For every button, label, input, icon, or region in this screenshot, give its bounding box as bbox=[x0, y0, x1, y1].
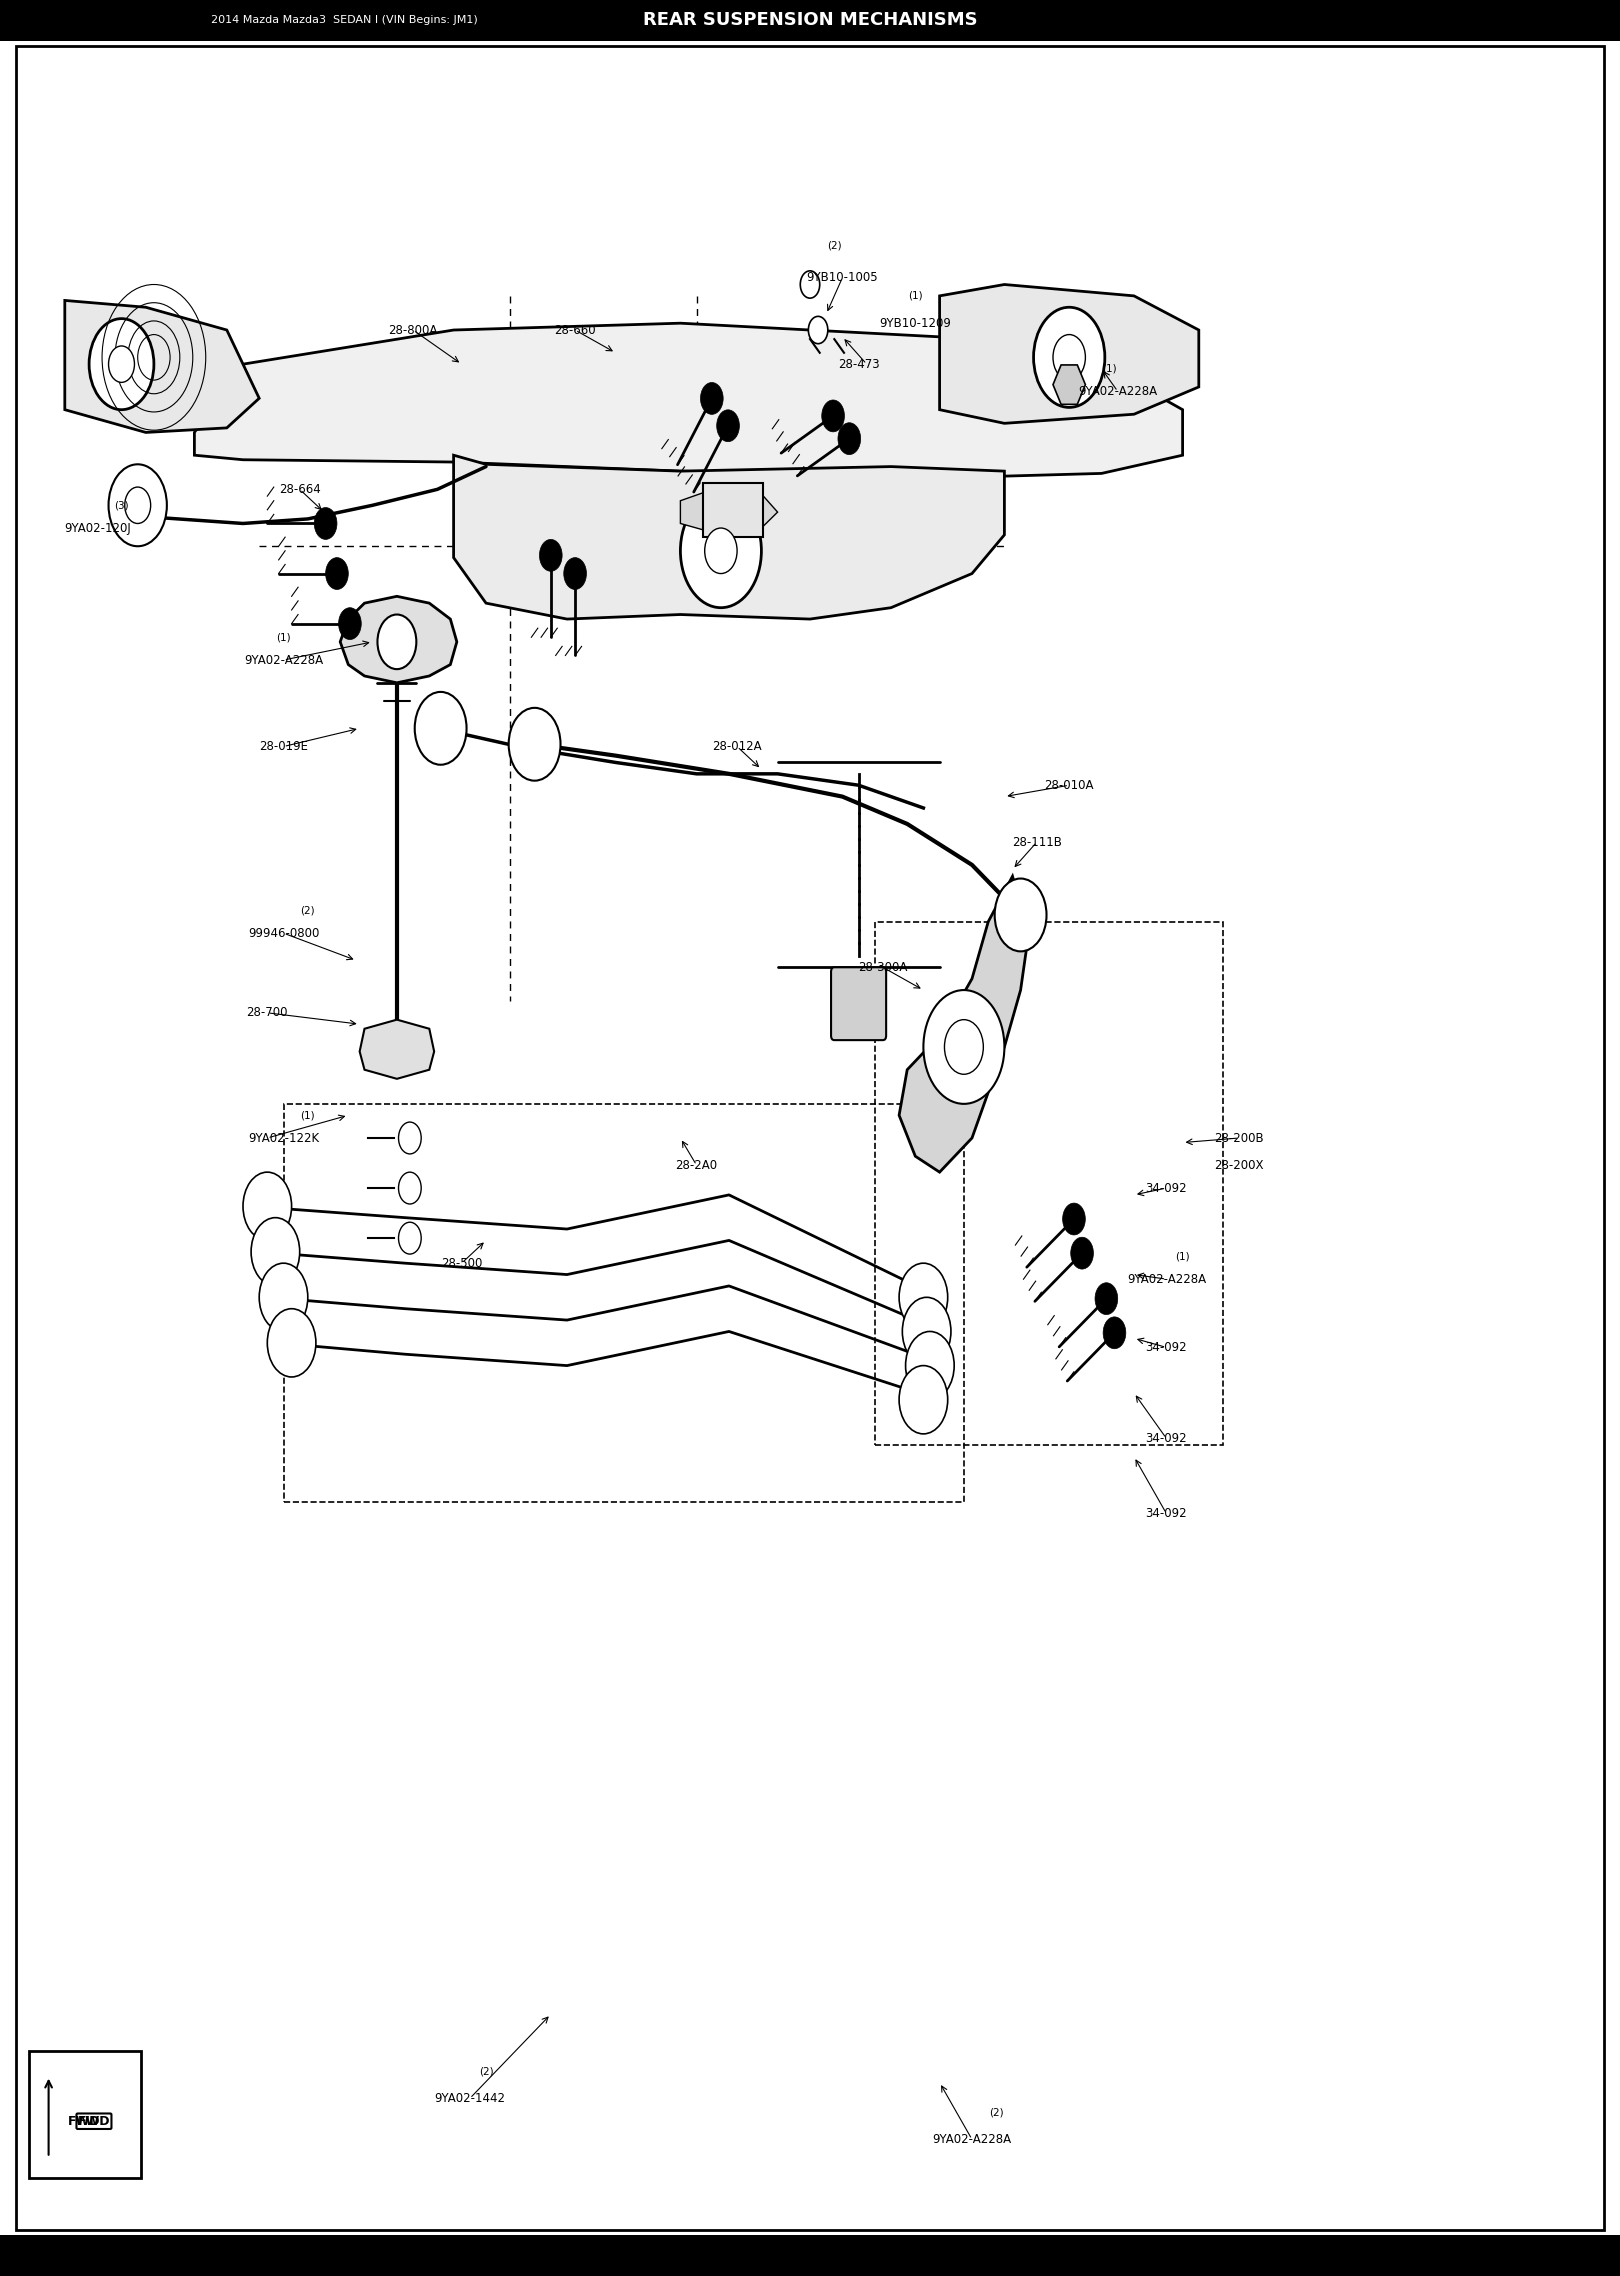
Text: 28-800A: 28-800A bbox=[389, 323, 437, 337]
Circle shape bbox=[923, 990, 1004, 1104]
Text: (2): (2) bbox=[826, 241, 842, 250]
Text: 28-200X: 28-200X bbox=[1215, 1158, 1264, 1172]
Circle shape bbox=[509, 708, 561, 781]
FancyArrowPatch shape bbox=[45, 2080, 52, 2155]
Text: (2): (2) bbox=[988, 2108, 1004, 2117]
Bar bbox=[284, 1104, 964, 1502]
Circle shape bbox=[89, 319, 154, 410]
Text: 28-664: 28-664 bbox=[279, 483, 321, 496]
Circle shape bbox=[109, 464, 167, 546]
Text: 28-019E: 28-019E bbox=[259, 740, 308, 753]
Text: 9YA02-1442: 9YA02-1442 bbox=[434, 2092, 505, 2105]
Circle shape bbox=[838, 423, 860, 455]
Circle shape bbox=[109, 346, 134, 382]
Circle shape bbox=[539, 539, 562, 571]
Text: (1): (1) bbox=[1174, 1252, 1191, 1261]
FancyBboxPatch shape bbox=[29, 2051, 141, 2178]
Circle shape bbox=[399, 1122, 421, 1154]
Text: 9YA02-A228A: 9YA02-A228A bbox=[1079, 385, 1157, 398]
Text: 28-2A0: 28-2A0 bbox=[676, 1158, 718, 1172]
Text: 9YA02-A228A: 9YA02-A228A bbox=[1128, 1272, 1205, 1286]
Text: 28-111B: 28-111B bbox=[1012, 835, 1061, 849]
Text: REAR SUSPENSION MECHANISMS: REAR SUSPENSION MECHANISMS bbox=[643, 11, 977, 30]
Circle shape bbox=[326, 558, 348, 589]
Text: 9YA02-120J: 9YA02-120J bbox=[63, 521, 131, 535]
Circle shape bbox=[564, 558, 586, 589]
Circle shape bbox=[415, 692, 467, 765]
Polygon shape bbox=[65, 300, 259, 432]
Text: 99946-0800: 99946-0800 bbox=[248, 926, 319, 940]
FancyBboxPatch shape bbox=[703, 483, 763, 537]
Polygon shape bbox=[680, 489, 778, 533]
Circle shape bbox=[1071, 1238, 1094, 1270]
Text: 9YA02-A228A: 9YA02-A228A bbox=[933, 2133, 1011, 2146]
Text: FWD: FWD bbox=[78, 2114, 110, 2128]
Text: 28-660: 28-660 bbox=[554, 323, 596, 337]
Circle shape bbox=[800, 271, 820, 298]
FancyBboxPatch shape bbox=[0, 2235, 1620, 2276]
Circle shape bbox=[267, 1309, 316, 1377]
Text: (1): (1) bbox=[907, 291, 923, 300]
Text: 28-700: 28-700 bbox=[246, 1006, 288, 1020]
Text: FWD: FWD bbox=[68, 2114, 100, 2128]
Polygon shape bbox=[899, 876, 1029, 1172]
Text: 9YA02-A228A: 9YA02-A228A bbox=[245, 653, 322, 667]
Text: 28-300A: 28-300A bbox=[859, 960, 907, 974]
Circle shape bbox=[906, 1331, 954, 1400]
Circle shape bbox=[1095, 1284, 1118, 1316]
Text: 28-473: 28-473 bbox=[838, 357, 880, 371]
Circle shape bbox=[259, 1263, 308, 1331]
Circle shape bbox=[944, 1020, 983, 1074]
Text: (3): (3) bbox=[113, 501, 130, 510]
Polygon shape bbox=[340, 596, 457, 683]
Circle shape bbox=[716, 410, 739, 442]
Circle shape bbox=[125, 487, 151, 523]
Circle shape bbox=[700, 382, 723, 414]
Circle shape bbox=[808, 316, 828, 344]
FancyBboxPatch shape bbox=[0, 0, 1620, 41]
Text: (1): (1) bbox=[1102, 364, 1118, 373]
Circle shape bbox=[1053, 335, 1085, 380]
Text: (1): (1) bbox=[300, 1111, 316, 1120]
Circle shape bbox=[680, 494, 761, 608]
Text: (1): (1) bbox=[275, 633, 292, 642]
Text: 34-092: 34-092 bbox=[1145, 1432, 1187, 1445]
Circle shape bbox=[902, 1297, 951, 1366]
Polygon shape bbox=[940, 284, 1199, 423]
Circle shape bbox=[251, 1218, 300, 1286]
Circle shape bbox=[1103, 1318, 1126, 1350]
Circle shape bbox=[314, 508, 337, 539]
Circle shape bbox=[705, 528, 737, 574]
Polygon shape bbox=[360, 1020, 434, 1079]
Circle shape bbox=[243, 1172, 292, 1240]
Circle shape bbox=[377, 615, 416, 669]
Text: 34-092: 34-092 bbox=[1145, 1181, 1187, 1195]
Text: 2014 Mazda Mazda3  SEDAN I (VIN Begins: JM1): 2014 Mazda Mazda3 SEDAN I (VIN Begins: J… bbox=[211, 16, 478, 25]
Text: 34-092: 34-092 bbox=[1145, 1507, 1187, 1520]
Text: (2): (2) bbox=[478, 2067, 494, 2076]
Text: 9YA02-122K: 9YA02-122K bbox=[248, 1131, 319, 1145]
Circle shape bbox=[995, 879, 1047, 951]
Circle shape bbox=[339, 608, 361, 640]
Text: 28-500: 28-500 bbox=[441, 1256, 483, 1270]
Circle shape bbox=[1063, 1204, 1085, 1236]
Circle shape bbox=[1034, 307, 1105, 407]
Text: (2): (2) bbox=[300, 906, 316, 915]
Bar bbox=[875, 922, 1223, 1445]
Text: 28-200B: 28-200B bbox=[1215, 1131, 1264, 1145]
Circle shape bbox=[821, 401, 844, 432]
Text: 28-012A: 28-012A bbox=[713, 740, 761, 753]
Text: 34-092: 34-092 bbox=[1145, 1341, 1187, 1354]
Circle shape bbox=[399, 1222, 421, 1254]
Polygon shape bbox=[454, 455, 1004, 619]
Polygon shape bbox=[1053, 364, 1085, 405]
Text: 28-010A: 28-010A bbox=[1045, 778, 1094, 792]
Text: 9YB10-1005: 9YB10-1005 bbox=[807, 271, 878, 284]
Circle shape bbox=[899, 1366, 948, 1434]
Text: 9YB10-1209: 9YB10-1209 bbox=[880, 316, 951, 330]
Polygon shape bbox=[194, 323, 1183, 478]
Circle shape bbox=[899, 1263, 948, 1331]
FancyBboxPatch shape bbox=[831, 967, 886, 1040]
Circle shape bbox=[399, 1172, 421, 1204]
